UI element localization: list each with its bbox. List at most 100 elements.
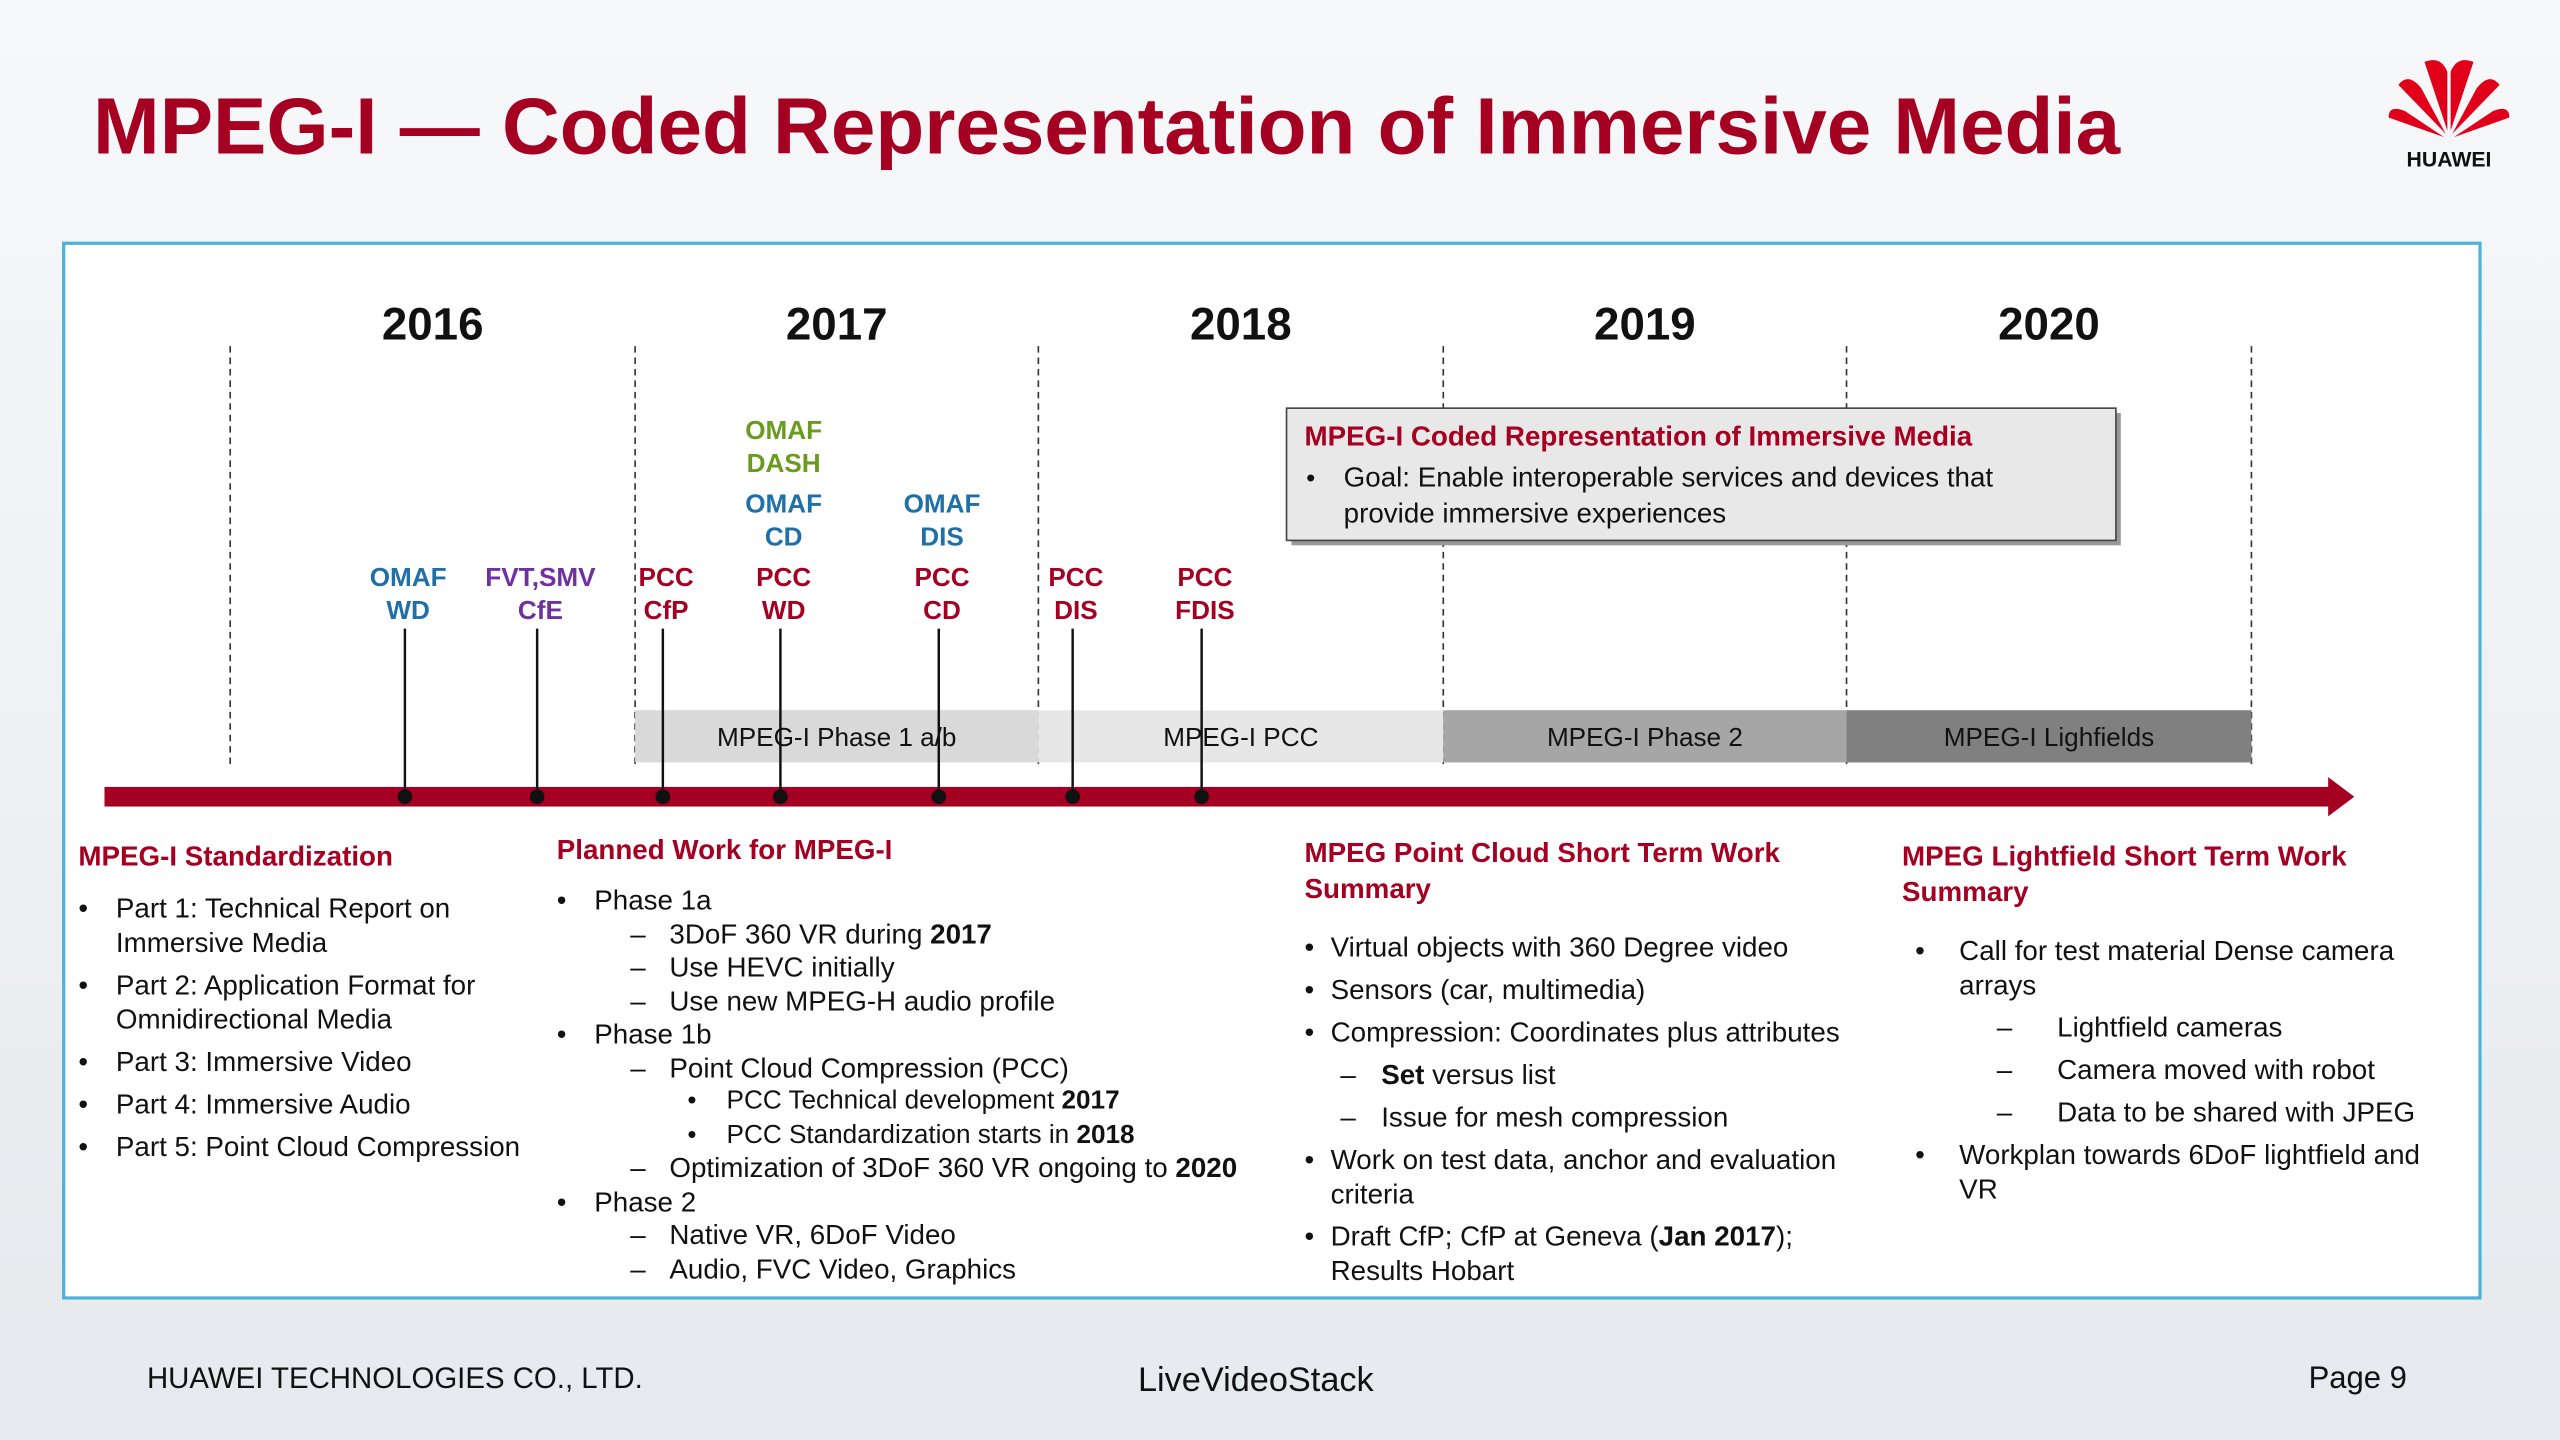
arrow-shaft <box>104 786 2332 807</box>
section: MPEG Point Cloud Short Term Work Summary… <box>1304 836 1875 1296</box>
section-heading: MPEG-I Standardization <box>78 840 393 872</box>
bullet-item: – Audio, FVC Video, Graphics <box>557 1253 1275 1286</box>
bullet-marker: • <box>78 893 89 925</box>
bullet-marker: – <box>630 951 646 983</box>
phase-label: MPEG-I Lighfields <box>1944 722 2154 752</box>
bullet-item: • PCC Technical development 2017 <box>557 1086 1275 1119</box>
section: Planned Work for MPEG-I • Phase 1a –3DoF 36… <box>557 833 1275 1287</box>
logo: HUAWEI <box>2388 60 2510 172</box>
milestone-label: PCC <box>639 562 694 592</box>
year-label: 2018 <box>1190 299 1292 350</box>
text-run: versus list <box>1424 1059 1556 1091</box>
milestone-label: WD <box>386 595 430 625</box>
bullet-marker: • <box>1915 935 1925 967</box>
bullet-marker: – <box>630 918 646 950</box>
text-run: Data to be shared with JPEG <box>2057 1097 2416 1129</box>
text-run: Issue for mesh compression <box>1381 1102 1729 1134</box>
phase-bar <box>1846 710 2252 763</box>
bullet-marker: • <box>1304 1221 1315 1253</box>
bullet-marker: – <box>630 1219 646 1251</box>
milestone-label: PCC <box>1048 562 1103 592</box>
text-run: Camera moved with robot <box>2057 1054 2375 1086</box>
milestone-label: DIS <box>1054 595 1098 625</box>
text-run: Part 1: Technical Report on Immersive Me… <box>115 893 458 959</box>
text-run: ); Results Hobart <box>1330 1221 1801 1287</box>
text-run: Draft CfP; CfP at Geneva ( <box>1330 1221 1659 1253</box>
bullet-marker: • <box>78 1046 89 1078</box>
milestone-dot <box>529 789 545 805</box>
text-run: Set <box>1381 1059 1425 1091</box>
bullet-marker: – <box>1996 1012 2013 1044</box>
bullet-item: • Sensors (car, multimedia) <box>1304 973 1875 1007</box>
arrow-head <box>2328 777 2355 817</box>
text-run: 2018 <box>1076 1120 1135 1149</box>
text-run: Call for test material Dense camera arra… <box>1959 935 2402 1001</box>
year-label: 2019 <box>1594 299 1696 350</box>
text-run: Phase 1a <box>594 884 712 916</box>
bullet-item: • Work on test data, anchor and evaluatio… <box>1304 1143 1875 1212</box>
text-run: Lightfield cameras <box>2057 1012 2283 1044</box>
bullet-item: –3DoF 360 VR during 2017 <box>557 918 1275 951</box>
bullet-marker: • <box>687 1120 697 1149</box>
text-run: Part 5: Point Cloud Compression <box>115 1131 521 1163</box>
text-run: Native VR, 6DoF Video <box>669 1219 956 1251</box>
slide-title: MPEG-I — Coded Representation of Immersi… <box>93 83 2121 172</box>
milestone-label: PCC <box>1177 562 1232 592</box>
bullet-item: – Native VR, 6DoF Video <box>557 1220 1275 1253</box>
bullet-item: – Lightfield cameras <box>1902 1011 2457 1045</box>
bullet-marker: • <box>556 884 567 916</box>
text-run: Audio, FVC Video, Graphics <box>669 1253 1016 1285</box>
text-run: Phase 2 <box>594 1186 697 1218</box>
bullet-item: • Part 5: Point Cloud Compression <box>78 1130 555 1164</box>
milestone-label: OMAF <box>745 489 822 519</box>
callout-title: MPEG-I Coded Representation of Immersive… <box>1304 421 1972 452</box>
text-run: PCC Standardization starts in <box>726 1120 1077 1149</box>
bullet-marker: – <box>1996 1054 2013 1086</box>
bullet-marker: – <box>1996 1097 2013 1129</box>
text-run: Point Cloud Compression (PCC) <box>669 1052 1069 1084</box>
bullet-item: • Phase 1b <box>557 1019 1275 1052</box>
bullet-item: – Set versus list <box>1304 1058 1875 1092</box>
bullet-marker: – <box>630 1152 646 1184</box>
phase-bar <box>1443 710 1847 763</box>
footer-brand: LiveVideoStack <box>1137 1361 1374 1400</box>
text-run: Part 3: Immersive Video <box>115 1046 412 1078</box>
text-run: Sensors (car, multimedia) <box>1330 974 1646 1006</box>
section-heading: Planned Work for MPEG-I <box>556 834 893 866</box>
milestone-label: FDIS <box>1175 595 1234 625</box>
bullet-item: – Data to be shared with JPEG <box>1902 1096 2457 1130</box>
year-label: 2017 <box>786 299 888 350</box>
bullet-marker: – <box>630 985 646 1017</box>
bullet-item: • Phase 1a <box>557 885 1275 918</box>
text-run: Work on test data, anchor and evaluation… <box>1330 1144 1844 1210</box>
milestone-dot <box>773 789 788 805</box>
phase-label: MPEG-I Phase 1 a/b <box>717 722 956 752</box>
text-run: 3DoF 360 VR during <box>669 918 931 950</box>
section-heading: MPEG Point Cloud Short Term Work Summary <box>1304 837 1780 905</box>
section: MPEG Lightfield Short Term Work Summary •… <box>1902 839 2457 1215</box>
milestone-label: DIS <box>920 521 964 551</box>
bullet-item: • Draft CfP; CfP at Geneva (Jan 2017); Re… <box>1304 1220 1875 1289</box>
phase-label: MPEG-I PCC <box>1163 722 1318 752</box>
milestone-label: CD <box>923 595 961 625</box>
milestone-label: CfE <box>518 595 563 625</box>
bullet-item: – Use HEVC initially <box>557 952 1275 985</box>
bullet-item: – Use new MPEG-H audio profile <box>557 985 1275 1018</box>
bullet-item: • Part 3: Immersive Video <box>78 1045 555 1079</box>
text-run: Compression: Coordinates plus attributes <box>1330 1017 1840 1049</box>
bullet-marker: – <box>1340 1059 1356 1091</box>
callout-bullet: • <box>1306 463 1315 493</box>
milestone-label: CD <box>765 521 803 551</box>
bullet-item: • Part 2: Application Format for Omnidire… <box>78 968 555 1037</box>
bullet-marker: • <box>556 1186 567 1218</box>
bullet-item: – Camera moved with robot <box>1902 1053 2457 1087</box>
phase-label: MPEG-I Phase 2 <box>1547 722 1743 752</box>
bullet-marker: • <box>78 1088 89 1120</box>
bullet-item: • PCC Standardization starts in 2018 <box>557 1119 1275 1152</box>
bullet-item: • Call for test material Dense camera arr… <box>1902 934 2457 1003</box>
milestone-label: OMAF <box>370 562 447 592</box>
milestone-dot <box>397 789 413 805</box>
milestone-label: OMAF <box>904 489 981 519</box>
section-heading: MPEG Lightfield Short Term Work Summary <box>1902 840 2347 908</box>
